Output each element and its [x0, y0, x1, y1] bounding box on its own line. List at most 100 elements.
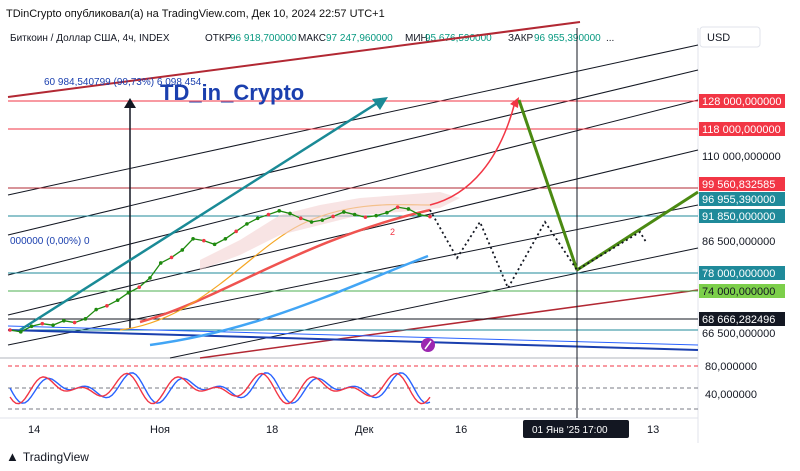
price-tag-bg: [699, 192, 785, 206]
price-axis-label: 86 500,000000: [702, 236, 775, 248]
open-label: ОТКР: [205, 33, 232, 44]
price-point: [266, 212, 271, 217]
price-tag-bg: [699, 266, 785, 280]
time-axis-label: 14: [28, 424, 40, 436]
price-point: [40, 321, 45, 326]
price-point: [363, 215, 368, 219]
low-label: МИН: [405, 33, 428, 44]
channel-line-6: [169, 247, 699, 359]
osc-axis-80: 80,000000: [705, 361, 757, 373]
alert-icon[interactable]: [421, 338, 435, 352]
footer: ▲ TradingView: [0, 443, 800, 471]
upper-red-trendline: [7, 21, 581, 98]
ma-blue: [149, 254, 429, 347]
channel-line-5: [7, 204, 699, 346]
price-point: [94, 307, 98, 312]
symbol-legend: Биткоин / Доллар США, 4ч, INDEX ОТКР 96 …: [10, 33, 614, 44]
currency-button[interactable]: USD: [699, 26, 761, 48]
price-point: [245, 222, 249, 226]
price-tag-label: 99 560,832585: [702, 179, 775, 191]
price-series: [8, 205, 432, 334]
price-axis-label: 66 500,000000: [702, 328, 775, 340]
osc-d-line: [9, 372, 431, 405]
price-axis-label: 110 000,000000: [702, 151, 781, 163]
price-point: [255, 216, 260, 221]
price-point: [288, 211, 292, 216]
high-label: МАКС: [298, 33, 326, 44]
time-axis-label: 13: [647, 424, 659, 436]
price-point: [234, 229, 238, 234]
price-tag-label: 78 000,000000: [702, 268, 775, 280]
time-axis-label: 16: [455, 424, 467, 436]
price-tag-bg: [699, 284, 785, 298]
price-tag-label: 118 000,000000: [702, 124, 781, 136]
price-point: [180, 248, 185, 252]
chart-area[interactable]: Биткоин / Доллар США, 4ч, INDEX ОТКР 96 …: [0, 0, 800, 443]
price-point: [212, 242, 217, 247]
price-tag-bg: [699, 122, 785, 136]
measure-label: 60 984,540799 (90,73%) 6 098 454: [44, 77, 202, 88]
time-axis[interactable]: 14 Ноя 18 Дек 16 13: [28, 424, 659, 436]
price-point: [331, 214, 335, 219]
crosshair-time-tag: 01 Янв '25 17:00: [523, 420, 629, 438]
projection-red-curve: [429, 101, 516, 206]
price-point: [406, 207, 411, 211]
price-point: [374, 213, 378, 218]
footer-logo-text: TradingView: [22, 449, 89, 464]
channel-line-1: [7, 44, 699, 196]
price-point: [72, 320, 77, 325]
price-point: [202, 238, 206, 243]
price-point: [417, 212, 422, 217]
price-point: [169, 255, 174, 260]
projection-down-leg: [517, 99, 579, 271]
projection-path: [429, 97, 699, 291]
price-tag-bg: [699, 177, 785, 191]
price-point: [277, 209, 282, 213]
publish-header: TDinCrypto опубликовал(а) на TradingView…: [0, 0, 800, 28]
left-measure-label: 000000 (0,00%) 0: [10, 236, 90, 247]
price-point: [158, 261, 163, 265]
tradingview-logo[interactable]: ▲ TradingView: [6, 449, 89, 464]
watermark-title: TD_in_Crypto: [160, 80, 304, 105]
price-point: [352, 212, 357, 217]
tv-logo-icon: ▲: [6, 449, 19, 464]
cloud: [200, 192, 460, 270]
price-point: [191, 236, 195, 241]
price-line: [9, 206, 431, 333]
price-point: [8, 328, 12, 332]
crosshair-time-label: 01 Янв '25 17:00: [532, 425, 608, 436]
price-point: [83, 317, 88, 321]
price-axis[interactable]: 128 000,000000 118 000,000000 99 560,83258…: [699, 94, 785, 340]
high-value: 97 247,960000: [326, 33, 393, 44]
oscillator-lines: [9, 372, 431, 405]
price-point: [137, 285, 142, 289]
channel-lines: [7, 44, 699, 359]
lower-red-trendline: [199, 289, 699, 359]
blue-support-line: [7, 329, 699, 351]
price-point: [395, 205, 400, 209]
oscillator-pane: [8, 365, 698, 410]
price-tag-label: 96 955,390000: [702, 194, 775, 206]
sub-level-marker: 2: [390, 227, 395, 237]
time-axis-label: 18: [266, 424, 278, 436]
close-value: 96 955,390000: [534, 33, 601, 44]
time-axis-label: Дек: [355, 424, 374, 436]
price-point: [115, 298, 120, 303]
osc-axis-40: 40,000000: [705, 389, 757, 401]
price-point: [309, 220, 314, 224]
price-point: [298, 216, 303, 221]
price-point: [223, 236, 228, 241]
price-point: [385, 210, 389, 215]
price-tag-bg: [699, 209, 785, 223]
currency-label: USD: [707, 32, 730, 44]
osc-axis: 80,000000 40,000000: [705, 361, 757, 401]
price-tag-bg: [699, 312, 785, 326]
price-point: [320, 218, 325, 222]
price-point: [62, 318, 66, 323]
price-tag-bg: [699, 94, 785, 108]
measure-tool: 60 984,540799 (90,73%) 6 098 454: [44, 77, 202, 328]
channel-line-2: [7, 69, 699, 236]
open-value: 96 918,700000: [230, 33, 297, 44]
legend-ellipsis: ...: [606, 33, 614, 44]
price-point: [29, 324, 34, 329]
